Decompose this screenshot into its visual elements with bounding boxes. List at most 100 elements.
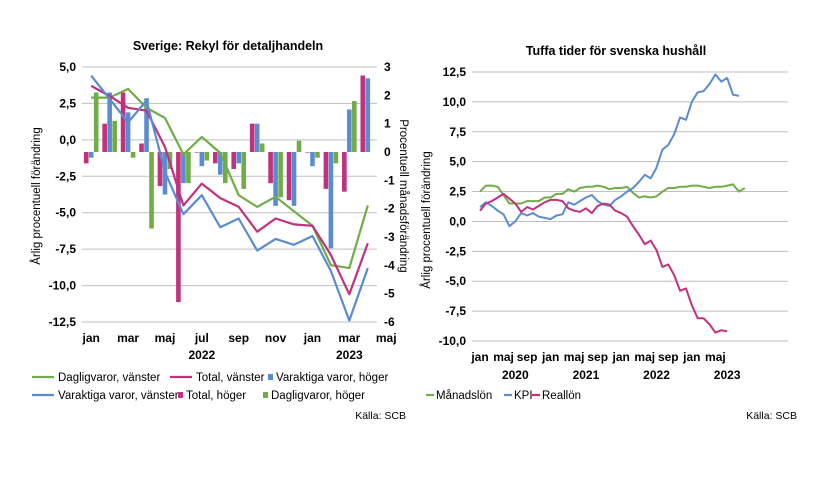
- bar-dagligvaror: [352, 101, 357, 152]
- right-chart-y-tick-label: 0,0: [449, 214, 466, 228]
- bar-total: [231, 152, 237, 169]
- left-y-tick-label: -2,5: [55, 169, 76, 183]
- right-chart-year-label: 2020: [502, 368, 529, 382]
- chart-left: Sverige: Rekyl för detaljhandeln 5,0 2,5 0…: [30, 39, 409, 422]
- right-y-tick-label: -4: [384, 258, 395, 272]
- legend-label: Månadslön: [436, 390, 492, 402]
- right-chart-x-tick-label: maj: [564, 350, 585, 364]
- bar-dagligvaror: [149, 152, 154, 229]
- left-x-tick-label: mar: [338, 331, 360, 345]
- left-y-tick-label: -10,0: [49, 279, 77, 293]
- left-x-tick-label: jan: [303, 331, 321, 345]
- right-y-tick-label: -1: [384, 173, 395, 187]
- right-chart-x-tick-label: sep: [658, 350, 679, 364]
- left-x-tick-label: nov: [265, 331, 287, 345]
- left-bars: [83, 75, 371, 303]
- right-chart-year-label: 2022: [643, 368, 670, 382]
- bar-total: [323, 152, 329, 189]
- bar-varaktiga: [273, 152, 278, 206]
- bar-dagligvaror: [204, 152, 210, 161]
- line-manadslon: [479, 183, 746, 205]
- right-chart-legend: Månadslön KPI Reallön: [426, 390, 581, 402]
- left-y-tick-label: 5,0: [59, 60, 76, 74]
- bar-varaktiga: [217, 152, 223, 175]
- bar-total: [194, 152, 200, 153]
- right-y-tick-label: -5: [384, 287, 395, 301]
- bar-dagligvaror: [186, 152, 191, 184]
- left-x-tick-label: jul: [194, 331, 209, 345]
- bar-varaktiga: [181, 152, 186, 184]
- left-x-tick-label: maj: [376, 331, 397, 345]
- right-y-tick-label: 0: [384, 145, 391, 159]
- right-gridlines: [472, 71, 788, 342]
- left-year-label: 2023: [336, 348, 363, 362]
- legend-bar-swatch: [268, 374, 273, 380]
- right-chart-x-tick-label: maj: [634, 350, 655, 364]
- right-y-tick-label: 2: [384, 88, 391, 102]
- right-chart-y-tick-label: 5,0: [449, 155, 466, 169]
- right-chart-y-tick-label: 12,5: [443, 65, 467, 79]
- bar-varaktiga: [144, 98, 149, 152]
- legend-label: Dagligvaror, höger: [271, 390, 365, 402]
- bar-varaktiga: [125, 112, 131, 152]
- right-lines: [479, 73, 746, 334]
- left-lines: [90, 75, 369, 322]
- left-gridlines: [82, 66, 377, 323]
- right-y-tick-label: 3: [384, 60, 391, 74]
- bar-dagligvaror: [278, 152, 283, 198]
- bar-total: [139, 143, 144, 152]
- bar-dagligvaror: [112, 120, 117, 152]
- legend-bar-swatch: [263, 392, 268, 398]
- bar-total: [83, 152, 89, 164]
- right-chart-y-tick-label: -7,5: [445, 304, 466, 318]
- bar-varaktiga: [199, 152, 205, 167]
- bar-varaktiga: [107, 92, 112, 152]
- right-y-ticks: 3 2 1 0 -1 -2 -3 -4 -5 -6: [384, 60, 395, 329]
- right-chart-y-tick-label: -10,0: [439, 334, 467, 348]
- right-chart-x-tick-label: maj: [493, 350, 514, 364]
- bar-varaktiga: [365, 78, 371, 152]
- right-chart-y-axis-label: Årlig procentuell förändring: [420, 151, 433, 288]
- right-chart-y-ticks: 12,5 10,0 7,5 5,0 2,5 0,0 -2,5 -5,0 -7,5 -10,0: [439, 65, 467, 348]
- bar-varaktiga: [236, 152, 242, 164]
- right-chart-x-tick-label: jan: [612, 350, 630, 364]
- right-chart-year-labels: 2020 2021 2022 2023: [502, 368, 741, 382]
- legend-label: Varaktiga varor, vänster: [58, 390, 179, 402]
- right-y-tick-label: -3: [384, 230, 395, 244]
- legend-label: Reallön: [542, 390, 581, 402]
- bar-total: [342, 152, 347, 192]
- bar-total: [360, 75, 366, 152]
- left-legend: Dagligvaror, vänster Total, vänster Varakt…: [32, 372, 388, 402]
- bar-dagligvaror: [333, 152, 339, 164]
- left-x-tick-label: mar: [117, 331, 139, 345]
- bar-varaktiga: [291, 152, 297, 206]
- left-y-ticks: 5,0 2,5 0,0 -2,5 -5,0 -7,5 -10,0 -12,5: [49, 60, 77, 329]
- line-dagligvaror: [91, 87, 369, 270]
- left-x-tick-label: sep: [228, 331, 249, 345]
- bar-total: [120, 92, 126, 152]
- left-y-tick-label: -12,5: [49, 315, 77, 329]
- bar-dagligvaror: [315, 152, 320, 158]
- bar-total: [176, 152, 181, 303]
- bar-varaktiga: [347, 109, 352, 152]
- chart-right: Tuffa tider för svenska hushåll 12,5 10,0…: [420, 44, 797, 422]
- bar-total: [305, 152, 310, 153]
- left-y-tick-label: -7,5: [55, 242, 76, 256]
- right-chart-year-label: 2021: [573, 368, 600, 382]
- right-chart-x-ticks: jan maj sep jan maj sep jan maj sep jan maj: [470, 350, 725, 364]
- legend-label: Varaktiga varor, höger: [276, 372, 388, 384]
- left-chart-title: Sverige: Rekyl för detaljhandeln: [133, 39, 323, 53]
- legend-label: KPI: [514, 390, 533, 402]
- right-chart-x-tick-label: jan: [470, 350, 488, 364]
- bar-varaktiga: [310, 152, 315, 167]
- right-chart-y-tick-label: 7,5: [449, 125, 466, 139]
- right-chart-x-tick-label: sep: [587, 350, 608, 364]
- right-y-tick-label: -6: [384, 315, 395, 329]
- bar-dagligvaror: [93, 92, 99, 152]
- legend-label: Dagligvaror, vänster: [58, 372, 160, 384]
- bar-total: [102, 123, 107, 152]
- bar-total: [157, 152, 163, 186]
- bar-total: [212, 152, 218, 164]
- left-y-axis-label: Årlig procentuell förändring: [30, 127, 43, 264]
